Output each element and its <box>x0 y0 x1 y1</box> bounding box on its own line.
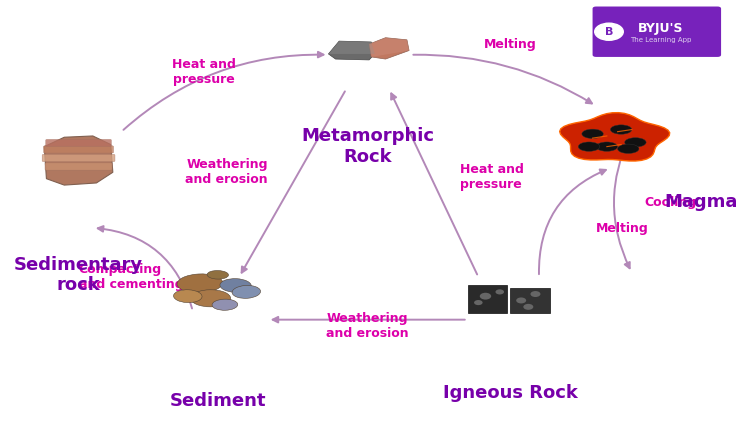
Text: BYJU'S: BYJU'S <box>638 22 683 35</box>
Text: Metamorphic
Rock: Metamorphic Rock <box>302 127 434 166</box>
Text: Melting: Melting <box>484 37 537 51</box>
FancyBboxPatch shape <box>42 154 115 162</box>
Text: Sedimentary
rock: Sedimentary rock <box>14 255 143 295</box>
Ellipse shape <box>625 138 646 147</box>
Ellipse shape <box>173 290 202 303</box>
Circle shape <box>595 23 623 40</box>
Ellipse shape <box>190 290 230 307</box>
Polygon shape <box>511 288 550 313</box>
Text: The Learning App: The Learning App <box>630 37 691 43</box>
Text: Heat and
pressure: Heat and pressure <box>460 163 524 190</box>
Text: Heat and
pressure: Heat and pressure <box>172 58 236 86</box>
Polygon shape <box>560 113 670 161</box>
Polygon shape <box>369 38 409 57</box>
Ellipse shape <box>617 144 639 154</box>
FancyBboxPatch shape <box>592 6 721 57</box>
Ellipse shape <box>610 125 632 134</box>
Text: Compacting
and cementing: Compacting and cementing <box>79 263 183 291</box>
Polygon shape <box>328 41 375 54</box>
Polygon shape <box>468 286 507 313</box>
Polygon shape <box>44 136 112 185</box>
Ellipse shape <box>578 142 600 151</box>
Ellipse shape <box>596 142 617 151</box>
FancyBboxPatch shape <box>45 163 112 170</box>
Ellipse shape <box>232 286 260 298</box>
Circle shape <box>474 300 483 305</box>
Circle shape <box>530 291 541 297</box>
Circle shape <box>480 293 491 300</box>
Text: Magma: Magma <box>664 193 737 211</box>
FancyBboxPatch shape <box>44 146 113 153</box>
Ellipse shape <box>582 129 603 138</box>
FancyBboxPatch shape <box>46 139 112 147</box>
Ellipse shape <box>177 274 223 293</box>
Text: Melting: Melting <box>596 222 649 235</box>
Text: Cooling: Cooling <box>644 196 696 209</box>
Text: Weathering
and erosion: Weathering and erosion <box>326 312 409 340</box>
Text: Sediment: Sediment <box>170 392 266 410</box>
Text: Igneous Rock: Igneous Rock <box>443 384 578 402</box>
Ellipse shape <box>220 279 251 292</box>
Circle shape <box>516 298 526 304</box>
Text: B: B <box>604 27 613 37</box>
Ellipse shape <box>207 270 229 279</box>
Circle shape <box>524 304 533 310</box>
Circle shape <box>496 289 504 295</box>
Ellipse shape <box>212 299 238 310</box>
Polygon shape <box>369 38 409 59</box>
Polygon shape <box>328 41 375 60</box>
Text: Weathering
and erosion: Weathering and erosion <box>185 158 268 186</box>
